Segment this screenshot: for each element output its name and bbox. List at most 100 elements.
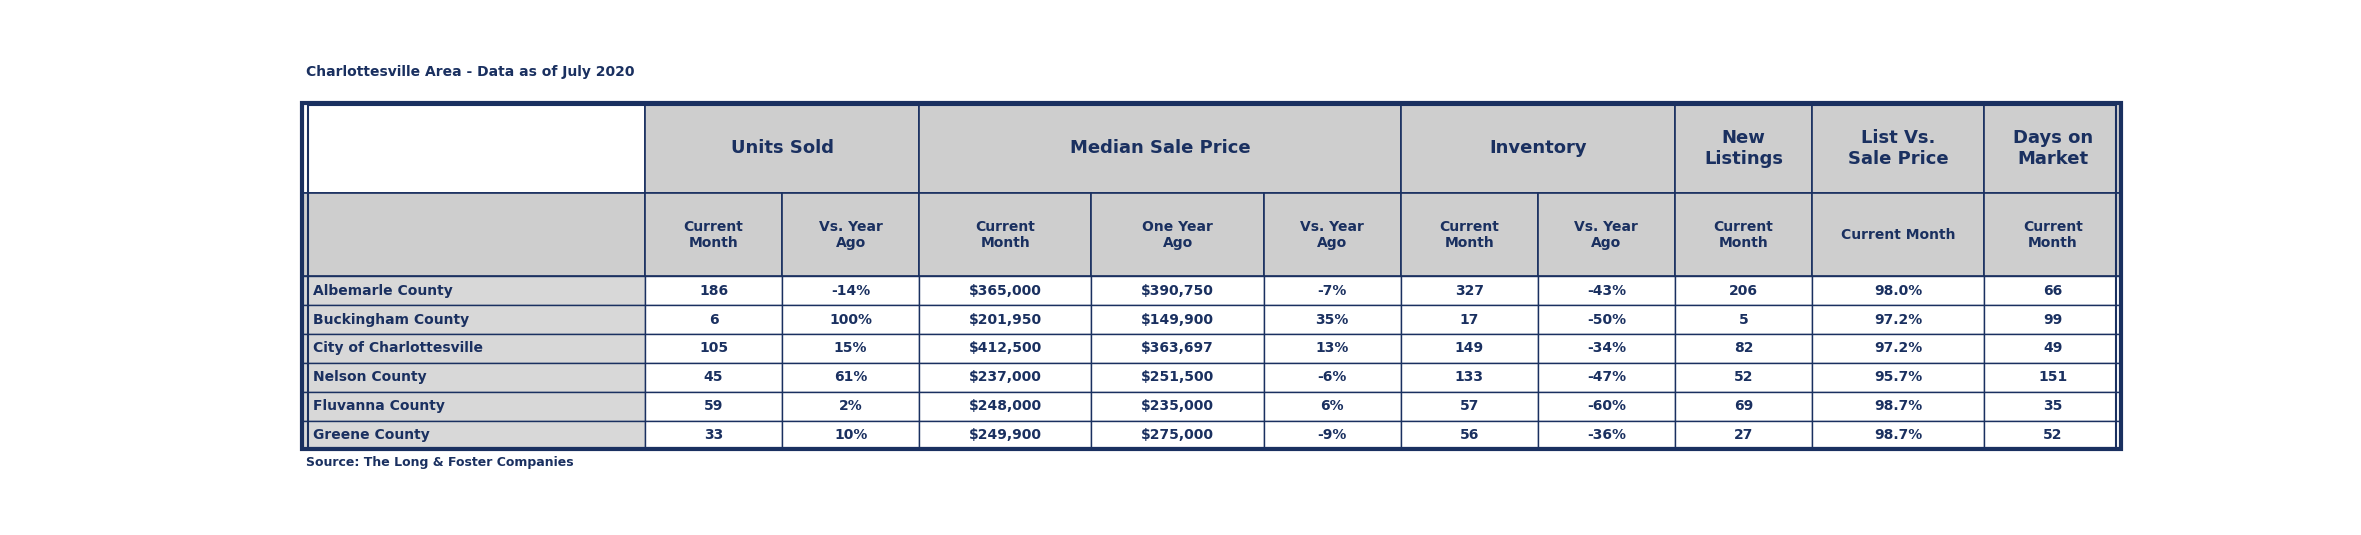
Text: 13%: 13% bbox=[1315, 341, 1348, 355]
Text: -34%: -34% bbox=[1587, 341, 1627, 355]
Text: Albemarle County: Albemarle County bbox=[314, 284, 453, 298]
Bar bbox=[1537, 363, 1674, 392]
Text: Fluvanna County: Fluvanna County bbox=[314, 399, 446, 413]
Text: -50%: -50% bbox=[1587, 312, 1627, 326]
Text: -6%: -6% bbox=[1317, 370, 1346, 384]
Text: Units Sold: Units Sold bbox=[730, 139, 833, 157]
Text: 35%: 35% bbox=[1315, 312, 1348, 326]
Bar bbox=[1263, 277, 1400, 305]
Text: Vs. Year
Ago: Vs. Year Ago bbox=[819, 220, 883, 250]
Bar bbox=[1091, 363, 1263, 392]
Bar bbox=[1400, 421, 1537, 449]
Bar bbox=[1263, 421, 1400, 449]
Text: 82: 82 bbox=[1733, 341, 1754, 355]
Bar bbox=[1983, 334, 2120, 363]
Text: 52: 52 bbox=[1733, 370, 1754, 384]
Text: Days on
Market: Days on Market bbox=[2012, 129, 2092, 167]
Text: 15%: 15% bbox=[833, 341, 866, 355]
Text: -43%: -43% bbox=[1587, 284, 1627, 298]
Text: New
Listings: New Listings bbox=[1705, 129, 1783, 167]
Text: Current
Month: Current Month bbox=[1714, 220, 1773, 250]
Text: $249,900: $249,900 bbox=[968, 428, 1041, 442]
Text: 98.0%: 98.0% bbox=[1875, 284, 1922, 298]
Text: $412,500: $412,500 bbox=[968, 341, 1041, 355]
Bar bbox=[1983, 277, 2120, 305]
Bar bbox=[1674, 334, 1811, 363]
Bar bbox=[918, 305, 1091, 334]
Bar bbox=[1091, 334, 1263, 363]
Text: 149: 149 bbox=[1454, 341, 1483, 355]
Bar bbox=[1674, 305, 1811, 334]
Text: One Year
Ago: One Year Ago bbox=[1143, 220, 1214, 250]
Bar bbox=[918, 103, 1400, 193]
Bar bbox=[1263, 193, 1400, 277]
Bar bbox=[1400, 363, 1537, 392]
Bar bbox=[1537, 277, 1674, 305]
Bar bbox=[1091, 421, 1263, 449]
Bar bbox=[781, 363, 918, 392]
Text: 206: 206 bbox=[1728, 284, 1759, 298]
Text: 2%: 2% bbox=[838, 399, 862, 413]
Text: 6%: 6% bbox=[1320, 399, 1343, 413]
Bar bbox=[918, 421, 1091, 449]
Bar bbox=[1263, 305, 1400, 334]
Text: 33: 33 bbox=[704, 428, 722, 442]
Text: 186: 186 bbox=[699, 284, 727, 298]
Bar bbox=[1400, 334, 1537, 363]
Bar bbox=[1983, 193, 2120, 277]
Bar bbox=[918, 277, 1091, 305]
Bar bbox=[1537, 334, 1674, 363]
Bar bbox=[1811, 305, 1983, 334]
Text: 17: 17 bbox=[1459, 312, 1478, 326]
Text: Current
Month: Current Month bbox=[1440, 220, 1499, 250]
Text: Median Sale Price: Median Sale Price bbox=[1070, 139, 1251, 157]
Text: $365,000: $365,000 bbox=[968, 284, 1041, 298]
Text: Inventory: Inventory bbox=[1490, 139, 1587, 157]
Bar bbox=[645, 277, 781, 305]
Bar bbox=[918, 193, 1091, 277]
Text: $149,900: $149,900 bbox=[1140, 312, 1214, 326]
Text: 151: 151 bbox=[2038, 370, 2068, 384]
Text: $201,950: $201,950 bbox=[968, 312, 1041, 326]
Text: 97.2%: 97.2% bbox=[1875, 341, 1922, 355]
Bar bbox=[1674, 193, 1811, 277]
Bar bbox=[1811, 334, 1983, 363]
Bar bbox=[918, 392, 1091, 421]
Text: Current
Month: Current Month bbox=[685, 220, 744, 250]
Bar bbox=[1674, 277, 1811, 305]
Text: Nelson County: Nelson County bbox=[314, 370, 427, 384]
Bar bbox=[1263, 334, 1400, 363]
Bar bbox=[1400, 392, 1537, 421]
Text: -60%: -60% bbox=[1587, 399, 1627, 413]
Bar bbox=[781, 277, 918, 305]
Bar bbox=[1091, 193, 1263, 277]
Bar bbox=[1263, 392, 1400, 421]
Bar bbox=[918, 363, 1091, 392]
Text: -36%: -36% bbox=[1587, 428, 1627, 442]
Bar bbox=[1674, 421, 1811, 449]
Text: 56: 56 bbox=[1459, 428, 1478, 442]
Bar bbox=[1537, 421, 1674, 449]
Text: 66: 66 bbox=[2042, 284, 2064, 298]
Text: 52: 52 bbox=[2042, 428, 2064, 442]
Bar bbox=[302, 421, 645, 449]
Bar bbox=[1811, 392, 1983, 421]
Bar bbox=[1811, 421, 1983, 449]
Text: Greene County: Greene County bbox=[314, 428, 430, 442]
Bar bbox=[645, 103, 918, 193]
Text: $235,000: $235,000 bbox=[1140, 399, 1214, 413]
Text: 5: 5 bbox=[1738, 312, 1747, 326]
Bar bbox=[1674, 103, 1811, 193]
Bar bbox=[302, 363, 645, 392]
Text: 27: 27 bbox=[1733, 428, 1754, 442]
Bar bbox=[645, 392, 781, 421]
Bar bbox=[1983, 392, 2120, 421]
Bar bbox=[1537, 193, 1674, 277]
Bar bbox=[781, 193, 918, 277]
Text: Current Month: Current Month bbox=[1842, 228, 1955, 242]
Text: Charlottesville Area - Data as of July 2020: Charlottesville Area - Data as of July 2… bbox=[307, 65, 635, 79]
Text: Vs. Year
Ago: Vs. Year Ago bbox=[1575, 220, 1639, 250]
Bar bbox=[645, 363, 781, 392]
Bar bbox=[1674, 363, 1811, 392]
Text: 69: 69 bbox=[1733, 399, 1752, 413]
